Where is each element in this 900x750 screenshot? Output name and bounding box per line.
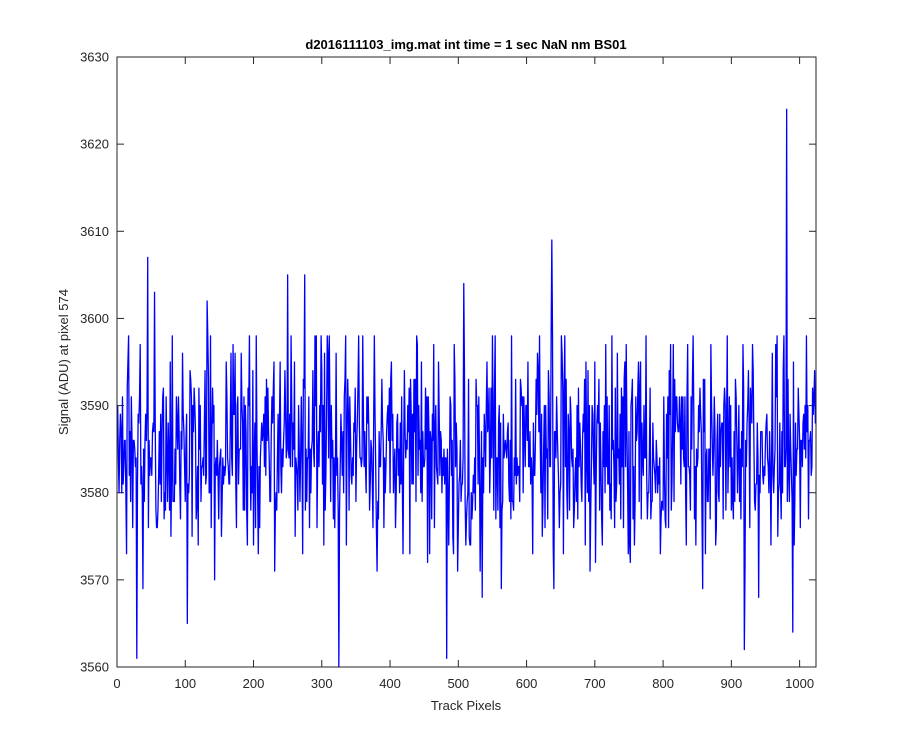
y-tick-label: 3600: [80, 311, 109, 326]
y-tick-label: 3570: [80, 572, 109, 587]
x-tick-label: 0: [113, 676, 120, 691]
x-tick-label: 400: [379, 676, 401, 691]
y-tick-label: 3630: [80, 50, 109, 65]
x-axis-label: Track Pixels: [431, 698, 502, 713]
x-axis: 0 100 200 300 400 500 600 700 800 900 1000: [113, 57, 814, 691]
y-axis: 3560 3570 3580 3590 3600 3610 3620 3630: [80, 50, 816, 675]
x-tick-label: 700: [584, 676, 606, 691]
x-tick-label: 1000: [785, 676, 814, 691]
x-tick-label: 800: [652, 676, 674, 691]
x-tick-label: 200: [243, 676, 265, 691]
y-tick-label: 3560: [80, 660, 109, 675]
axes-box: [116, 56, 817, 668]
chart-title: d2016111103_img.mat int time = 1 sec NaN…: [305, 37, 626, 52]
y-axis-label: Signal (ADU) at pixel 574: [56, 289, 71, 435]
y-tick-label: 3590: [80, 398, 109, 413]
y-tick-label: 3580: [80, 485, 109, 500]
x-tick-label: 100: [174, 676, 196, 691]
x-tick-label: 900: [721, 676, 743, 691]
x-tick-label: 500: [447, 676, 469, 691]
x-tick-label: 300: [311, 676, 333, 691]
y-tick-label: 3620: [80, 137, 109, 152]
signal-series-line: [117, 108, 816, 668]
x-tick-label: 600: [516, 676, 538, 691]
y-tick-label: 3610: [80, 224, 109, 239]
